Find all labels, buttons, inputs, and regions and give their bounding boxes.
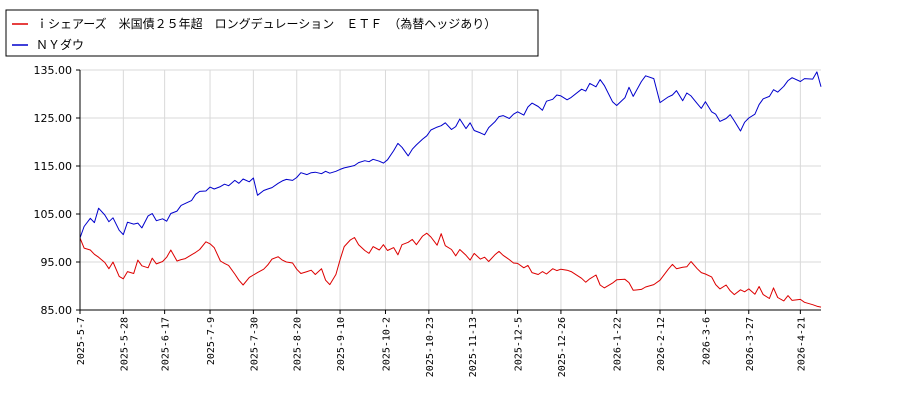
- y-tick-label: 125.00: [34, 112, 73, 125]
- y-tick-label: 95.00: [41, 256, 73, 269]
- x-tick-label: 2025-8-20: [293, 317, 304, 371]
- x-tick-label: 2025-7-9: [206, 317, 217, 365]
- x-tick-label: 2025-7-30: [249, 317, 260, 371]
- y-axis-ticks: 135.00 125.00 115.00 105.00 95.00 85.00: [34, 64, 80, 317]
- x-tick-label: 2025-5-28: [119, 317, 130, 371]
- series-line-dow: [79, 71, 822, 239]
- x-tick-label: 2025-12-26: [557, 317, 568, 377]
- legend-label-dow: ＮＹダウ: [36, 37, 84, 52]
- x-axis-ticks: 2025-5-7 2025-5-28 2025-6-17 2025-7-9 2025-7…: [76, 310, 807, 377]
- x-tick-label: 2026-3-6: [701, 317, 712, 365]
- x-tick-label: 2025-5-7: [76, 317, 87, 365]
- x-tick-label: 2026-1-22: [613, 317, 624, 371]
- y-tick-label: 105.00: [34, 208, 73, 221]
- legend-label-etf: ｉシェアーズ 米国債２５年超 ロングデュレーション ＥＴＦ （為替ヘッジあり）: [36, 16, 496, 31]
- x-tick-label: 2025-11-13: [468, 317, 479, 377]
- axes: [79, 70, 821, 311]
- x-tick-label: 2025-6-17: [161, 317, 172, 371]
- x-tick-label: 2026-2-12: [656, 317, 667, 371]
- series-line-etf: [79, 232, 822, 308]
- x-tick-label: 2025-9-10: [336, 317, 347, 371]
- x-tick-label: 2026-4-21: [796, 317, 807, 371]
- legend: ｉシェアーズ 米国債２５年超 ロングデュレーション ＥＴＦ （為替ヘッジあり） …: [5, 9, 539, 57]
- series-lines: [79, 71, 822, 308]
- y-tick-label: 85.00: [41, 304, 73, 317]
- y-tick-label: 135.00: [34, 64, 73, 77]
- x-tick-label: 2026-3-27: [745, 317, 756, 371]
- x-tick-label: 2025-12-5: [514, 317, 525, 371]
- legend-box: [5, 9, 539, 57]
- y-tick-label: 115.00: [34, 160, 73, 173]
- x-tick-label: 2025-10-23: [425, 317, 436, 377]
- x-tick-label: 2025-10-2: [381, 317, 392, 371]
